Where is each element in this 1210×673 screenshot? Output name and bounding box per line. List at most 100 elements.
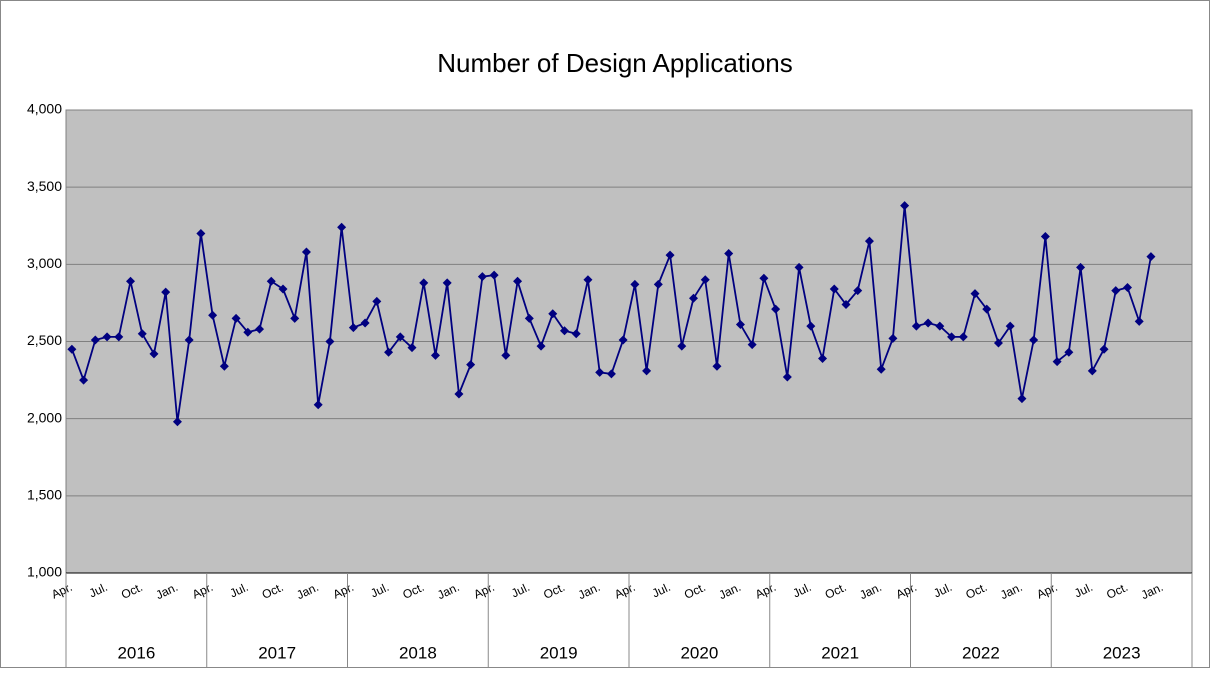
group-label: 2019 <box>540 643 578 662</box>
data-point <box>735 320 745 330</box>
data-point <box>876 364 886 374</box>
data-point <box>630 279 640 289</box>
data-point <box>677 341 687 351</box>
data-point <box>829 284 839 294</box>
data-point <box>958 332 968 342</box>
data-point <box>489 270 499 280</box>
data-point <box>384 347 394 357</box>
data-point <box>536 341 546 351</box>
data-point <box>782 372 792 382</box>
data-point <box>841 299 851 309</box>
data-point <box>1052 357 1062 367</box>
data-point <box>583 275 593 285</box>
data-point <box>372 296 382 306</box>
data-point <box>67 344 77 354</box>
data-point <box>993 338 1003 348</box>
data-point <box>712 361 722 371</box>
data-point <box>290 313 300 323</box>
data-point <box>161 287 171 297</box>
data-point <box>618 335 628 345</box>
data-point <box>947 332 957 342</box>
data-point <box>759 273 769 283</box>
data-point <box>477 272 487 282</box>
data-point <box>853 286 863 296</box>
data-point <box>137 329 147 339</box>
group-label: 2023 <box>1103 643 1141 662</box>
data-point <box>266 276 276 286</box>
data-point <box>79 375 89 385</box>
data-point <box>466 360 476 370</box>
data-point <box>1099 344 1109 354</box>
data-point <box>595 367 605 377</box>
chart-title: Number of Design Applications <box>437 48 793 78</box>
data-point <box>325 337 335 346</box>
data-point <box>559 326 569 336</box>
y-tick-label: 1,000 <box>27 564 62 580</box>
data-point <box>90 335 100 345</box>
data-point <box>1087 366 1097 376</box>
data-point <box>888 333 898 343</box>
data-point <box>360 318 370 328</box>
data-point <box>548 309 558 319</box>
data-point <box>114 332 124 342</box>
data-point <box>243 327 253 337</box>
data-point <box>149 349 159 359</box>
data-point <box>196 228 206 238</box>
data-point <box>900 201 910 211</box>
data-point <box>747 340 757 350</box>
y-tick-label: 1,500 <box>27 487 62 503</box>
data-point <box>442 278 452 288</box>
group-label: 2021 <box>821 643 859 662</box>
data-point <box>653 279 663 289</box>
data-point <box>524 313 534 323</box>
data-point <box>301 247 311 257</box>
data-point <box>724 249 734 259</box>
data-point <box>935 321 945 331</box>
y-tick-label: 3,500 <box>27 178 62 194</box>
data-point <box>1122 282 1132 292</box>
data-point <box>642 366 652 376</box>
data-point <box>1146 252 1156 262</box>
data-point <box>1017 394 1027 404</box>
data-point <box>430 350 440 360</box>
data-point <box>126 276 136 286</box>
data-point <box>606 369 616 379</box>
data-point <box>1029 335 1039 345</box>
data-point <box>278 284 288 294</box>
group-label: 2022 <box>962 643 1000 662</box>
data-point <box>923 318 933 328</box>
data-point <box>395 332 405 342</box>
data-point <box>407 343 417 353</box>
y-tick-label: 4,000 <box>27 101 62 117</box>
data-point <box>864 236 874 246</box>
data-point <box>771 304 781 314</box>
data-point <box>794 262 804 272</box>
data-point <box>1134 316 1144 326</box>
data-point <box>700 275 710 285</box>
data-point <box>337 222 347 232</box>
data-point <box>255 324 265 334</box>
data-point <box>454 389 464 399</box>
data-point <box>818 353 828 363</box>
data-point <box>419 278 429 288</box>
data-point <box>313 400 323 410</box>
y-tick-label: 2,500 <box>27 332 62 348</box>
data-point <box>982 304 992 314</box>
data-point <box>1111 286 1121 296</box>
data-point <box>513 276 523 286</box>
data-point <box>911 321 921 331</box>
data-point <box>219 361 229 371</box>
data-point <box>571 329 581 339</box>
y-tick-label: 3,000 <box>27 255 62 271</box>
data-point <box>1005 321 1015 331</box>
group-label: 2017 <box>258 643 296 662</box>
data-point <box>806 321 816 331</box>
y-tick-label: 2,000 <box>27 409 62 425</box>
data-point <box>102 332 112 342</box>
data-point <box>1076 262 1086 272</box>
group-label: 2018 <box>399 643 437 662</box>
data-point <box>1040 232 1050 242</box>
data-point <box>184 335 194 345</box>
data-point <box>665 250 675 260</box>
